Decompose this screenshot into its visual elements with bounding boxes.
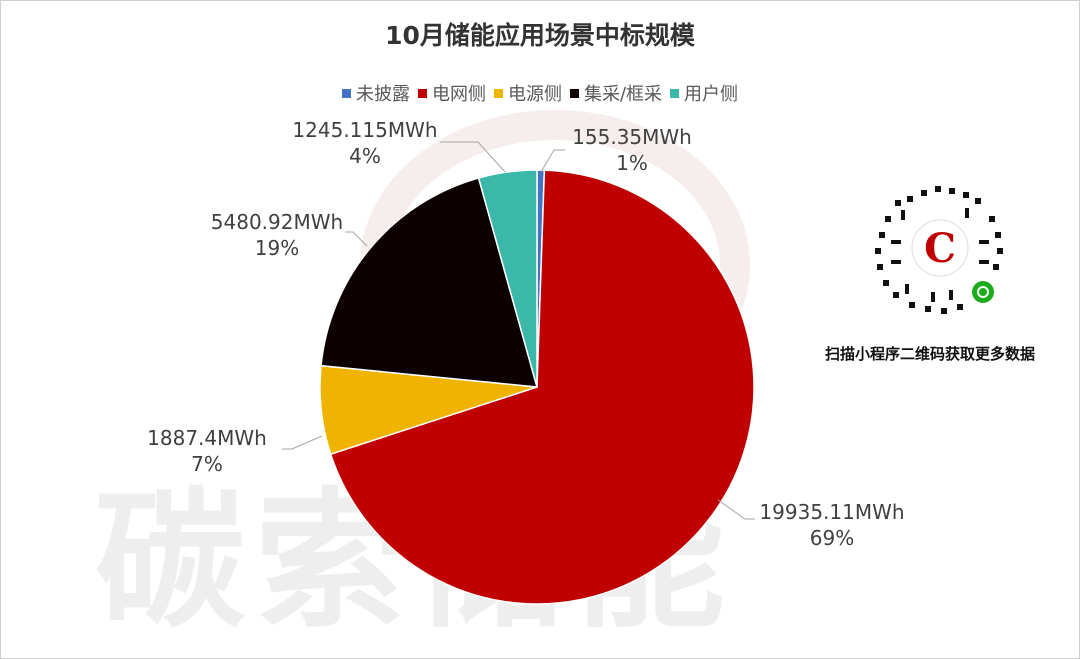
- data-label-percent: 69%: [810, 526, 854, 550]
- legend-swatch: [493, 88, 503, 98]
- legend-swatch: [569, 88, 579, 98]
- qr-code-icon: C: [873, 184, 1007, 316]
- data-label-value: 5480.92MWh: [211, 210, 343, 234]
- svg-text:C: C: [924, 225, 956, 272]
- data-label-percent: 1%: [616, 151, 648, 175]
- pie-slice-3: [320, 177, 539, 388]
- leader-line: [345, 231, 368, 247]
- chart-title: 10月储能应用场景中标规模: [385, 21, 695, 50]
- pie-slice-4: [477, 169, 538, 388]
- chart-legend: 未披露 电网侧 电源侧 集采/框采 用户侧: [0, 80, 1080, 106]
- pie-slice-1: [329, 169, 755, 605]
- legend-label: 未披露: [355, 84, 410, 105]
- data-label-value: 19935.11MWh: [759, 500, 904, 524]
- legend-item: 电网侧: [417, 80, 486, 106]
- leader-line: [440, 141, 506, 173]
- data-label-value: 1887.4MWh: [147, 426, 267, 450]
- legend-swatch: [670, 88, 680, 98]
- leader-lines: [282, 141, 755, 520]
- data-label-value: 1245.115MWh: [292, 118, 437, 142]
- data-label-percent: 19%: [255, 236, 299, 260]
- legend-label: 电网侧: [431, 84, 486, 105]
- legend-item: 未披露: [341, 80, 410, 106]
- data-label-percent: 4%: [349, 144, 381, 168]
- legend-swatch: [417, 88, 427, 98]
- leader-line: [540, 149, 565, 173]
- legend-label: 电源侧: [507, 84, 562, 105]
- leader-line: [282, 435, 323, 450]
- legend-label: 集采/框采: [583, 84, 663, 105]
- legend-item: 电源侧: [493, 80, 562, 106]
- legend-item: 集采/框采: [569, 80, 663, 106]
- data-label-value: 155.35MWh: [572, 125, 692, 149]
- legend-swatch: [341, 88, 351, 98]
- pie-slices: [319, 169, 755, 605]
- legend-label: 用户侧: [684, 84, 739, 105]
- legend-item: 用户侧: [670, 80, 738, 106]
- qr-caption: 扫描小程序二维码获取更多数据: [824, 345, 1035, 363]
- data-label-percent: 7%: [191, 452, 223, 476]
- leader-line: [717, 499, 755, 520]
